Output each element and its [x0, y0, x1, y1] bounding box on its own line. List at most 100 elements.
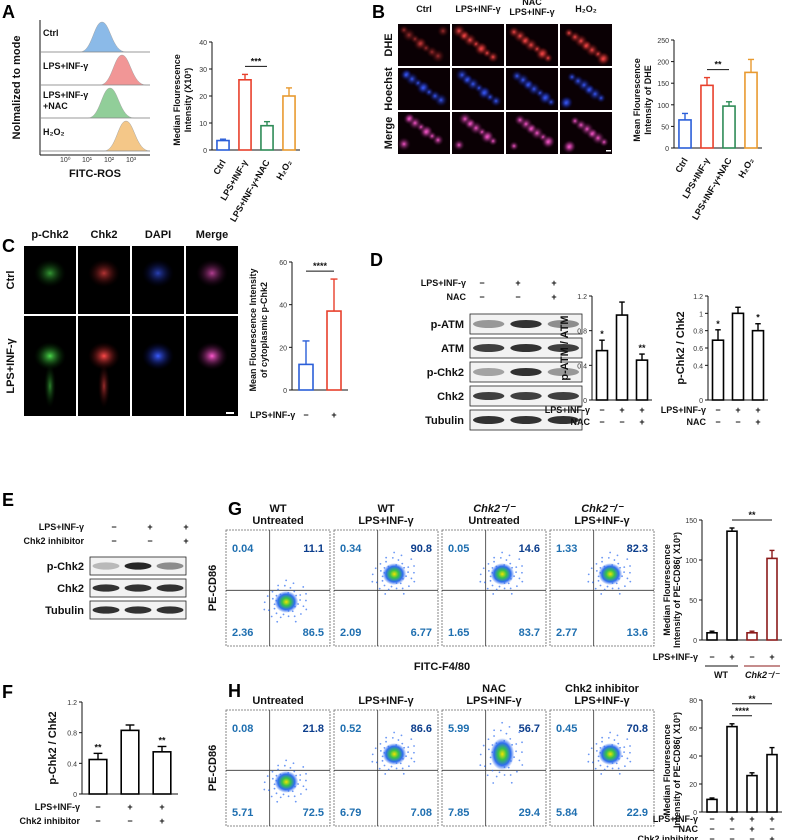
G-plot-frame — [225, 529, 331, 647]
G-event-dot — [521, 571, 523, 574]
chart-D2-star: * — [756, 313, 760, 323]
E-band — [124, 562, 152, 570]
G-event-dot — [299, 594, 302, 596]
F-treatment-sign: − — [95, 802, 100, 812]
H-event-dot — [300, 793, 302, 795]
confocal-column-label: p-Chk2 — [31, 229, 68, 241]
H-event-dot — [479, 753, 482, 756]
chart-C-category: + — [331, 410, 336, 420]
chart-F-bar — [152, 751, 172, 795]
chart-A-category: H₂O₂ — [274, 158, 293, 182]
H-population-density — [382, 743, 407, 766]
G-event-dot — [629, 580, 632, 583]
D-blot-label: Tubulin — [425, 415, 464, 427]
G-event-dot — [381, 579, 384, 582]
G-event-dot — [275, 612, 278, 615]
H-quadrant-value: 0.52 — [340, 723, 361, 735]
G-plot-title: LPS+INF-γ — [574, 515, 630, 527]
G-event-dot — [276, 620, 279, 623]
H-event-dot — [279, 796, 282, 799]
H-plot-title: LPS+INF-γ — [574, 695, 630, 707]
chart-D2-bar — [751, 329, 765, 401]
H-event-dot — [410, 757, 413, 760]
microscopy-row-label: Hoechst — [383, 67, 395, 111]
H-treatment-sign: − — [729, 834, 734, 840]
G-event-dot — [595, 569, 598, 572]
D-treatment-sign: − — [479, 292, 484, 302]
D-band — [510, 344, 542, 352]
confocal-cell — [142, 259, 174, 288]
H-event-dot — [629, 745, 631, 747]
H-quadrant-value: 72.5 — [303, 807, 324, 819]
D-band — [472, 416, 505, 424]
G-quadrant-value: 0.04 — [232, 543, 254, 555]
H-event-dot — [381, 759, 384, 762]
G-event-dot — [378, 587, 381, 590]
D-band — [547, 344, 580, 352]
H-event-dot — [305, 779, 307, 782]
G-event-dot — [595, 562, 598, 565]
H-event-dot — [491, 769, 494, 772]
H-event-dot — [601, 740, 603, 743]
G-event-dot — [617, 587, 620, 590]
G-event-dot — [263, 601, 266, 604]
H-quadrant-value: 5.84 — [556, 807, 578, 819]
H-event-dot — [493, 729, 496, 732]
H-event-dot — [270, 795, 273, 798]
cell-nucleus — [477, 86, 491, 100]
G-event-dot — [521, 580, 524, 583]
G-quadrant-value: 2.36 — [232, 627, 253, 639]
chart-C-ylabel: Mean Flourescence Intensity — [248, 268, 258, 391]
H-event-dot — [383, 764, 386, 767]
cell-nucleus — [562, 140, 576, 154]
chart-B-bar — [722, 105, 736, 149]
histogram-label: LPS+INF-γ — [43, 90, 88, 100]
chart-G-ytick-label: 50 — [689, 598, 697, 605]
D-band — [510, 416, 542, 424]
confocal-cell-body — [44, 364, 56, 408]
G-event-dot — [489, 579, 492, 582]
chart-G-bar — [746, 631, 758, 641]
chart-B-ytick-label: 150 — [657, 81, 669, 88]
chart-F-star: ** — [94, 742, 102, 752]
confocal-cell — [196, 342, 228, 370]
H-event-dot — [397, 739, 400, 741]
cell-nucleus — [413, 37, 427, 51]
H-population-density — [490, 738, 515, 771]
H-treatment-sign: − — [769, 824, 774, 834]
histogram-label: H₂O₂ — [43, 127, 65, 137]
H-event-dot — [379, 749, 382, 752]
E-blot-label: p-Chk2 — [47, 561, 84, 573]
H-treatment-sign: + — [769, 814, 774, 824]
chart-H-bar — [746, 774, 758, 813]
microscopy-column-label: LPS+INF-γ — [455, 4, 500, 14]
H-event-dot — [503, 774, 506, 776]
H-event-dot — [626, 738, 629, 741]
H-plot-title: LPS+INF-γ — [358, 695, 414, 707]
chart-B-sig-label: ** — [714, 60, 722, 70]
panel-letter-G: G — [228, 499, 242, 519]
D-band — [510, 392, 542, 400]
chart-A-ylabel: Intensity (X10³) — [183, 68, 193, 133]
chart-C-bar — [326, 310, 342, 391]
chart-G-ytick-label: 0 — [693, 638, 697, 645]
chart-B-ylabel: Intensity of DHE — [643, 65, 653, 135]
G-event-dot — [510, 592, 513, 595]
panel-letter-C: C — [2, 236, 15, 256]
H-event-dot — [277, 768, 279, 771]
G-quadrant-value: 13.6 — [627, 627, 648, 639]
H-quadrant-value: 6.79 — [340, 807, 361, 819]
chart-D2-ytick-label: 0.4 — [693, 363, 703, 370]
chart-D2-ytick-label: 0 — [699, 398, 703, 405]
G-event-dot — [294, 620, 297, 623]
G-quadrant-value: 6.77 — [411, 627, 432, 639]
H-event-dot — [379, 742, 382, 745]
H-event-dot — [391, 736, 394, 739]
chart-F-star: ** — [158, 735, 166, 745]
chart-H-ytick-label: 0 — [693, 810, 697, 817]
H-event-dot — [408, 765, 410, 768]
G-event-dot — [371, 573, 374, 576]
H-event-dot — [607, 736, 610, 739]
chart-H-bar — [726, 725, 738, 813]
